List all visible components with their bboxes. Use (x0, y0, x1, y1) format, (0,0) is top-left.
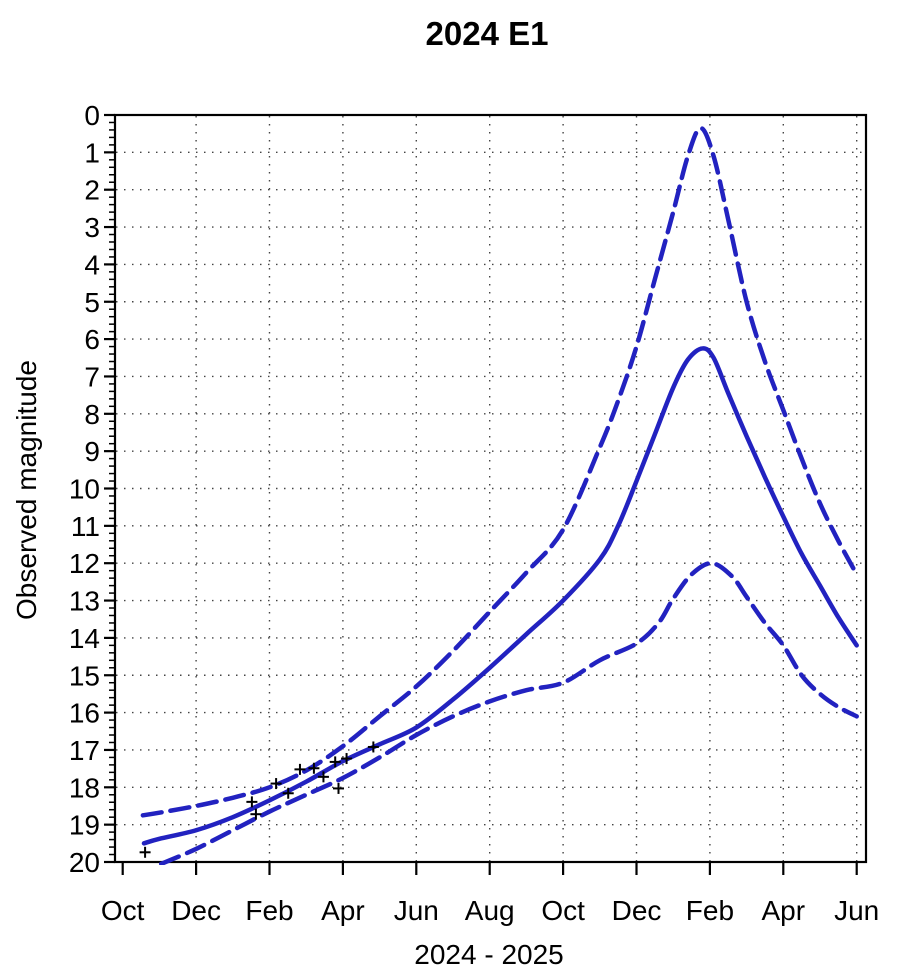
x-tick-label: Apr (321, 895, 365, 926)
y-tick-label: 14 (69, 623, 100, 654)
y-tick-label: 16 (69, 698, 100, 729)
chart-title: 2024 E1 (426, 15, 549, 52)
x-tick-label: Jun (834, 895, 879, 926)
x-tick-label: Aug (465, 895, 515, 926)
y-tick-label: 15 (69, 660, 100, 691)
observation-plus-marker (294, 763, 306, 775)
y-tick-label: 2 (84, 175, 100, 206)
bright-limit-curve (140, 125, 859, 818)
observation-plus-marker (329, 756, 341, 768)
y-tick-label: 18 (69, 772, 100, 803)
x-tick-label: Dec (171, 895, 221, 926)
y-tick-label: 0 (84, 100, 100, 131)
y-tick-label: 6 (84, 324, 100, 355)
observation-plus-marker (139, 846, 151, 858)
x-tick-label: Oct (101, 895, 145, 926)
observation-points (139, 741, 379, 858)
x-tick-labels: Oct Dec Feb Apr Jun Aug Oct Dec Feb Apr Jun (101, 895, 879, 926)
faint-limit-curve (158, 560, 859, 865)
x-axis-title: 2024 - 2025 (414, 939, 563, 970)
x-axis-ticks (121, 862, 858, 875)
x-tick-label: Feb (686, 895, 734, 926)
observation-plus-marker (282, 787, 294, 799)
y-tick-label: 20 (69, 847, 100, 878)
y-tick-label: 17 (69, 735, 100, 766)
y-tick-label: 12 (69, 548, 100, 579)
y-tick-label: 8 (84, 399, 100, 430)
prediction-curves (140, 125, 859, 865)
x-tick-label: Oct (541, 895, 585, 926)
observation-plus-marker (308, 762, 320, 774)
y-tick-label: 5 (84, 287, 100, 318)
observation-plus-marker (332, 782, 344, 794)
plot-border (113, 113, 868, 864)
observation-plus-marker (317, 771, 329, 783)
x-tick-label: Feb (245, 895, 293, 926)
observation-plus-marker (250, 808, 262, 820)
y-tick-label: 11 (71, 511, 100, 542)
y-tick-label: 9 (84, 436, 100, 467)
y-tick-label: 1 (84, 137, 100, 168)
observation-plus-marker (367, 741, 379, 753)
predicted-curve (141, 346, 859, 846)
observation-plus-marker (341, 753, 353, 765)
observation-plus-marker (270, 778, 282, 790)
y-tick-label: 13 (69, 586, 100, 617)
y-tick-label: 4 (84, 249, 100, 280)
x-tick-label: Jun (394, 895, 439, 926)
observation-plus-marker (246, 796, 258, 808)
y-tick-label: 19 (69, 810, 100, 841)
x-tick-label: Dec (612, 895, 662, 926)
x-tick-label: Apr (762, 895, 806, 926)
gridlines (116, 116, 865, 861)
y-tick-label: 3 (84, 212, 100, 243)
y-axis-ticks (104, 113, 115, 864)
y-tick-label: 7 (84, 361, 100, 392)
y-tick-label: 10 (69, 474, 100, 505)
y-axis-title: Observed magnitude (11, 360, 42, 620)
